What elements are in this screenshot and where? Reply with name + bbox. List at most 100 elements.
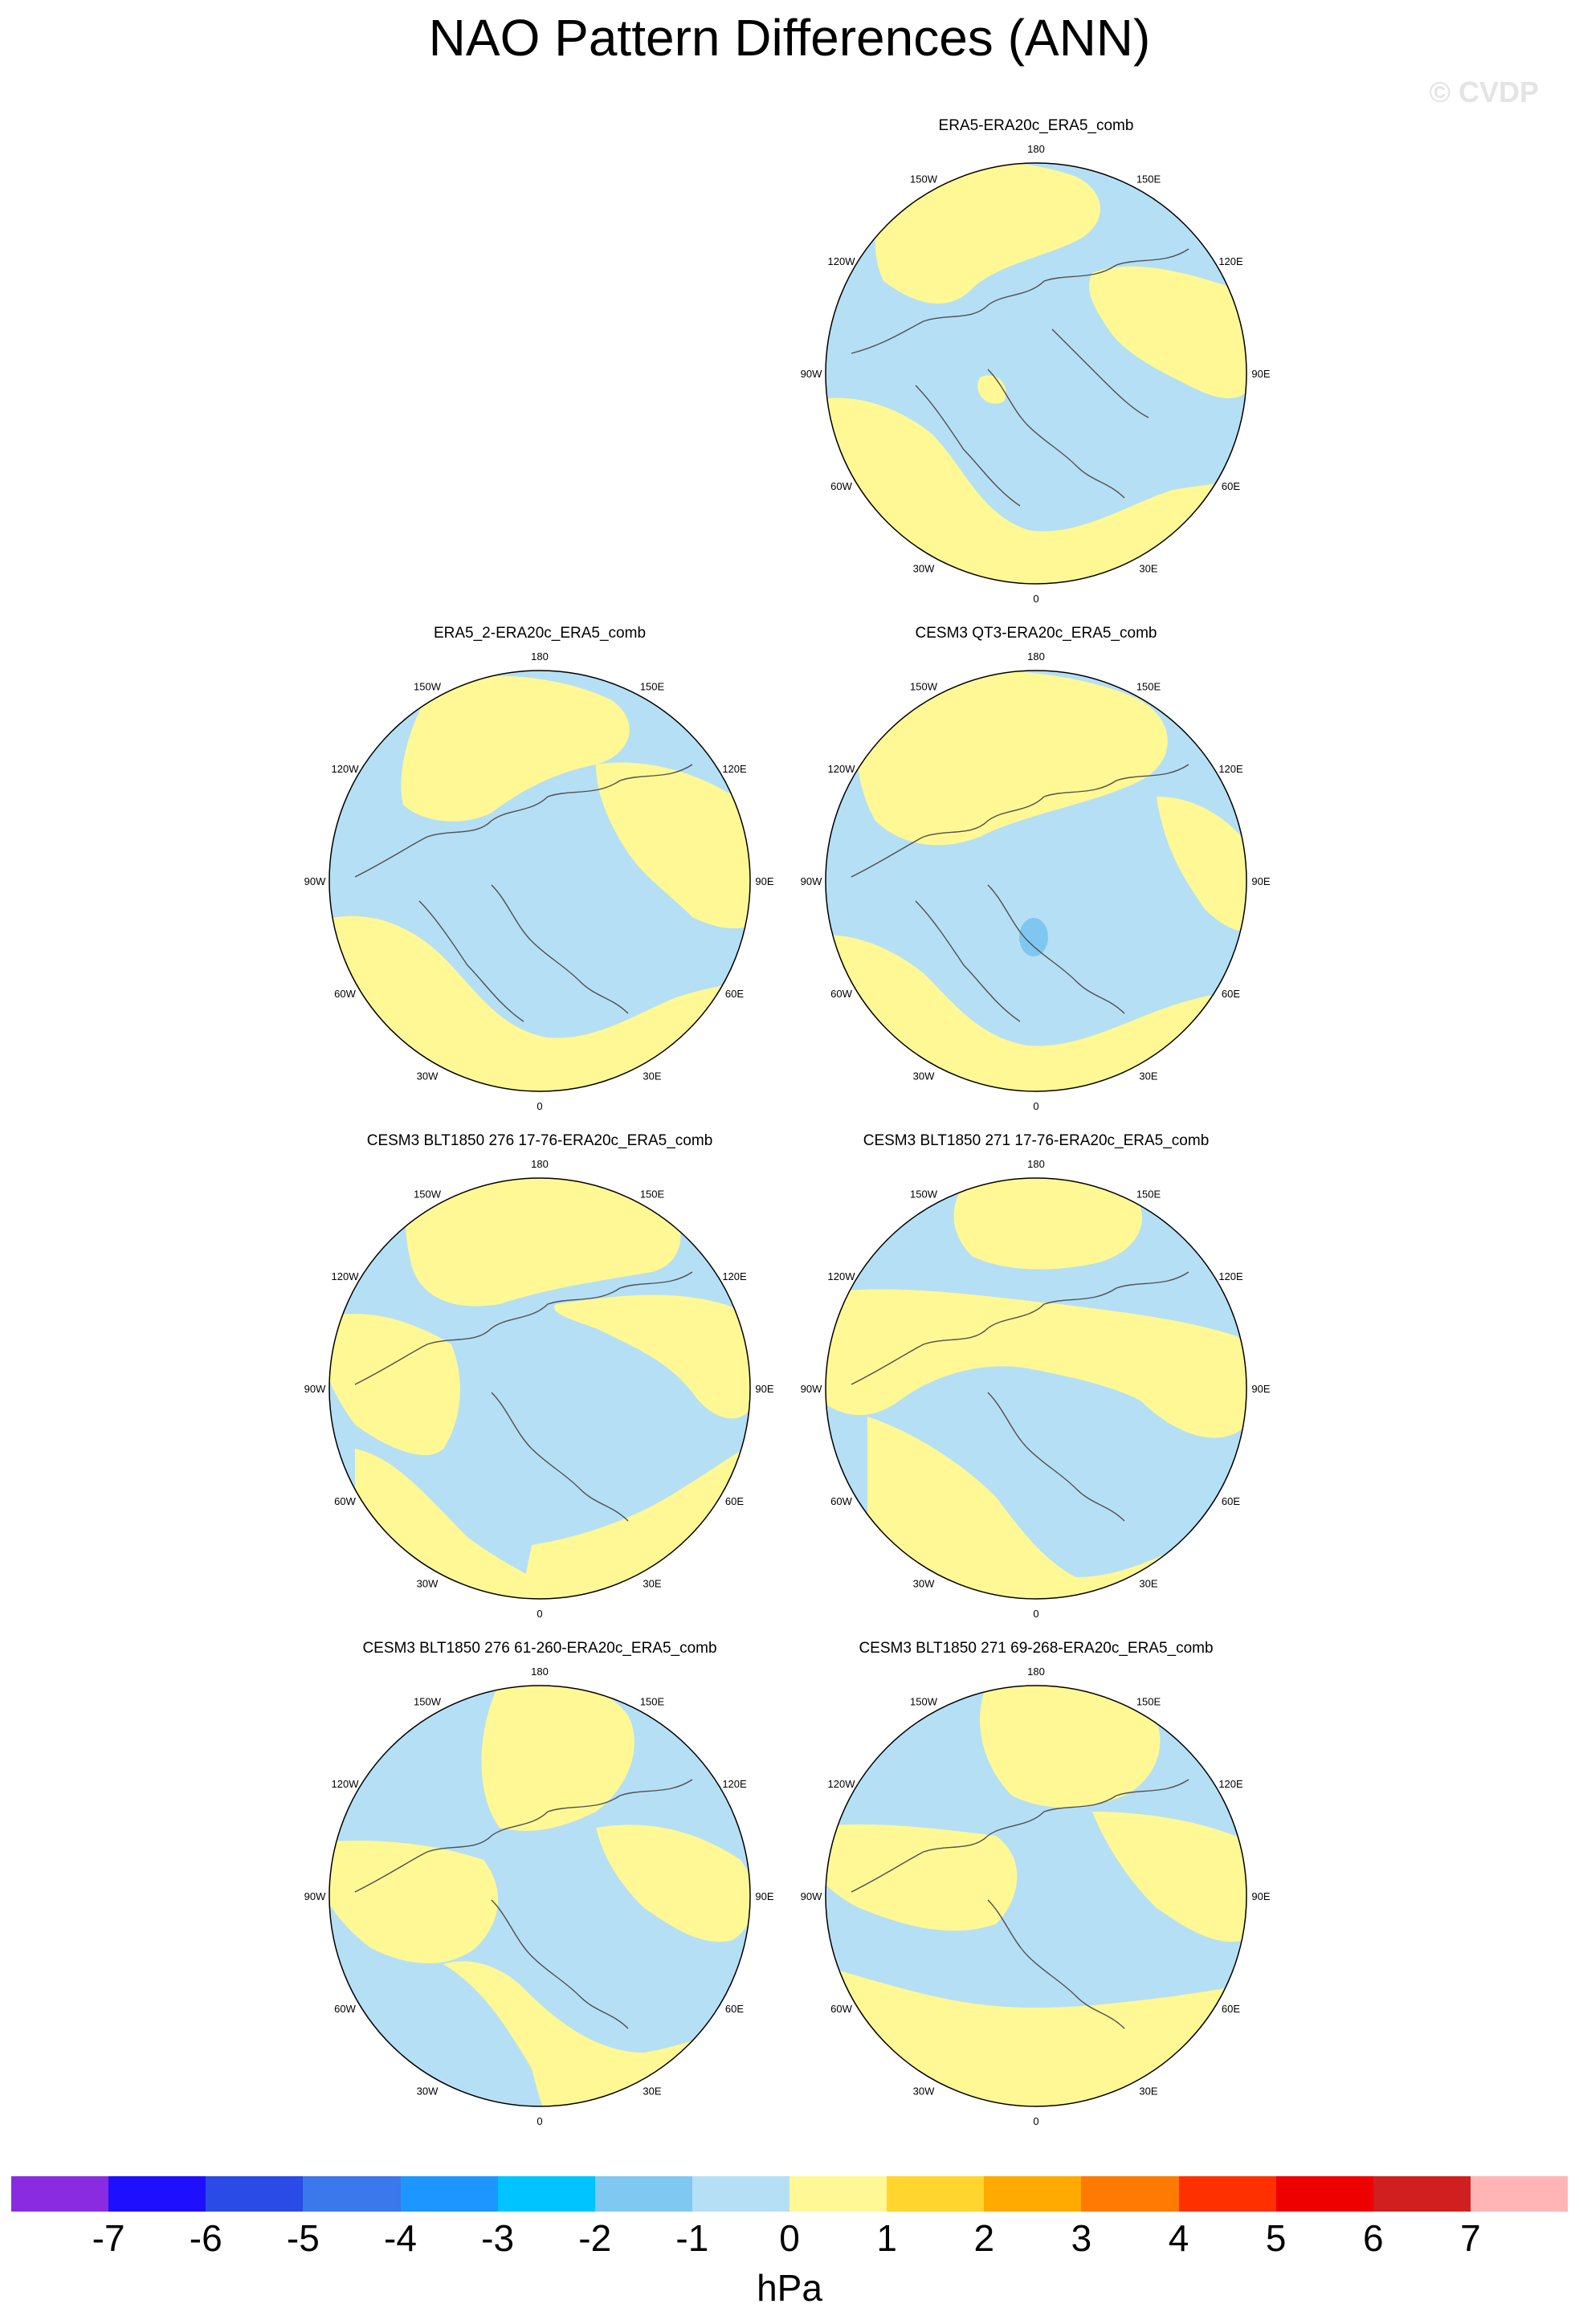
longitude-label: 150W (910, 1696, 938, 1708)
longitude-label: 30E (1139, 563, 1157, 575)
colorbar-label: -7 (92, 2217, 125, 2259)
colorbar-label: -6 (189, 2217, 222, 2259)
longitude-label: 60E (725, 1495, 744, 1507)
panel-title-4: CESM3 BLT1850 276 17-76-ERA20c_ERA5_comb (366, 1132, 713, 1149)
longitude-label: 30E (1139, 2085, 1157, 2098)
longitude-label: 120W (828, 763, 856, 775)
longitude-label: 120W (332, 1270, 360, 1282)
longitude-label: 0 (537, 1608, 542, 1620)
longitude-label: 150E (640, 681, 665, 693)
polar-map-4: 180 150E 120E 90E 60E 30E 0 30W 60W 90W 120W 150W (304, 1160, 774, 1620)
longitude-label: 150W (910, 1189, 938, 1201)
longitude-label: 90W (304, 875, 326, 887)
colorbar-segment (1470, 2176, 1568, 2212)
longitude-label: 120W (828, 1270, 856, 1282)
longitude-label: 150E (640, 1189, 665, 1201)
longitude-label: 180 (531, 1667, 549, 1678)
longitude-label: 60W (334, 1495, 356, 1507)
longitude-label: 90E (1251, 1890, 1270, 1902)
polar-map-7: 180 150E 120E 90E 60E 30E 0 30W 60W 90W 120W 150W (801, 1667, 1271, 2127)
longitude-label: 90E (1251, 875, 1270, 887)
longitude-label: 30W (913, 563, 935, 575)
longitude-label: 30W (417, 2085, 439, 2098)
colorbar-segment (1178, 2176, 1276, 2212)
panel-title-2: ERA5_2-ERA20c_ERA5_comb (433, 625, 647, 642)
longitude-label: 90W (304, 1383, 326, 1395)
longitude-label: 120E (1218, 255, 1243, 267)
longitude-label: 0 (1033, 2115, 1038, 2127)
colorbar-label: -5 (286, 2217, 320, 2259)
colorbar-label: 5 (1265, 2217, 1287, 2259)
colorbar-segment (11, 2176, 109, 2212)
longitude-label: 90W (801, 1890, 822, 1902)
longitude-label: 30E (1139, 1070, 1157, 1082)
colorbar-unit: hPa (757, 2267, 822, 2309)
colorbar-labels: -7 -6 -5 -4 -3 -2 -1 0 1 2 3 4 5 6 7 (0, 2216, 1579, 2265)
colorbar-segment (400, 2176, 498, 2212)
longitude-label: 30E (643, 1578, 661, 1590)
longitude-label: 120E (1218, 1778, 1243, 1790)
longitude-label: 60E (1222, 1495, 1240, 1507)
longitude-label: 30E (643, 1070, 661, 1082)
longitude-label: 0 (537, 2115, 542, 2127)
longitude-label: 60W (334, 2003, 356, 2015)
longitude-label: 150W (414, 681, 442, 693)
longitude-label: 120W (828, 1778, 856, 1790)
panel-title-6: CESM3 BLT1850 276 61-260-ERA20c_ERA5_com… (362, 1640, 717, 1657)
longitude-label: 0 (537, 1100, 542, 1112)
colorbar-segment (887, 2176, 985, 2212)
longitude-label: 90E (755, 1383, 773, 1395)
colorbar-label: 1 (876, 2217, 897, 2259)
colorbar-label: 4 (1168, 2217, 1189, 2259)
longitude-label: 60W (830, 480, 852, 492)
colorbar-segment (790, 2176, 887, 2212)
colorbar-segment (1275, 2176, 1373, 2212)
colorbar (11, 2176, 1568, 2212)
colorbar-label: -4 (384, 2217, 417, 2259)
longitude-label: 120E (1218, 763, 1243, 775)
longitude-label: 30W (417, 1578, 439, 1590)
longitude-label: 150W (414, 1189, 442, 1201)
colorbar-label: 6 (1362, 2217, 1384, 2259)
longitude-label: 90W (801, 1383, 822, 1395)
colorbar-segment (497, 2176, 595, 2212)
longitude-label: 120W (332, 763, 360, 775)
longitude-label: 30W (913, 2085, 935, 2098)
colorbar-segment (594, 2176, 692, 2212)
longitude-label: 150W (414, 1696, 442, 1708)
colorbar-label: -2 (578, 2217, 612, 2259)
longitude-label: 0 (1033, 1100, 1038, 1112)
longitude-label: 180 (531, 1160, 549, 1170)
longitude-label: 60E (725, 2003, 744, 2015)
colorbar-segment (1373, 2176, 1471, 2212)
panel-title-7: CESM3 BLT1850 271 69-268-ERA20c_ERA5_com… (859, 1640, 1214, 1657)
longitude-label: 30W (913, 1578, 935, 1590)
longitude-label: 60E (725, 988, 744, 1000)
longitude-label: 90E (755, 875, 773, 887)
longitude-label: 120W (828, 255, 856, 267)
longitude-label: 150E (1136, 173, 1161, 186)
longitude-label: 30E (643, 2085, 661, 2098)
colorbar-label: 3 (1071, 2217, 1092, 2259)
polar-map-2: 180 150E 120E 90E 60E 30E 0 30W 60W 90W 120W 150W (304, 652, 774, 1112)
longitude-label: 90E (1251, 368, 1270, 380)
longitude-label: 60W (334, 988, 356, 1000)
polar-map-3: 180 150E 120E 90E 60E 30E 0 30W 60W 90W 120W 150W (801, 652, 1271, 1112)
longitude-label: 0 (1033, 593, 1038, 605)
longitude-label: 60E (1222, 988, 1240, 1000)
colorbar-label: 7 (1460, 2217, 1481, 2259)
longitude-label: 150E (1136, 681, 1161, 693)
longitude-label: 150E (1136, 1696, 1161, 1708)
polar-map-5: 180 150E 120E 90E 60E 30E 0 30W 60W 90W 120W 150W (801, 1160, 1271, 1620)
longitude-label: 60W (830, 2003, 852, 2015)
longitude-label: 30W (417, 1070, 439, 1082)
colorbar-label: 0 (779, 2217, 800, 2259)
longitude-label: 60E (1222, 2003, 1240, 2015)
longitude-label: 30W (913, 1070, 935, 1082)
panel-title-3: CESM3 QT3-ERA20c_ERA5_comb (915, 625, 1157, 642)
panel-title-5: CESM3 BLT1850 271 17-76-ERA20c_ERA5_comb (863, 1132, 1210, 1149)
colorbar-segment (303, 2176, 401, 2212)
panel-title-1: ERA5-ERA20c_ERA5_comb (938, 117, 1134, 134)
watermark: © CVDP (1429, 75, 1539, 108)
longitude-label: 150E (1136, 1189, 1161, 1201)
